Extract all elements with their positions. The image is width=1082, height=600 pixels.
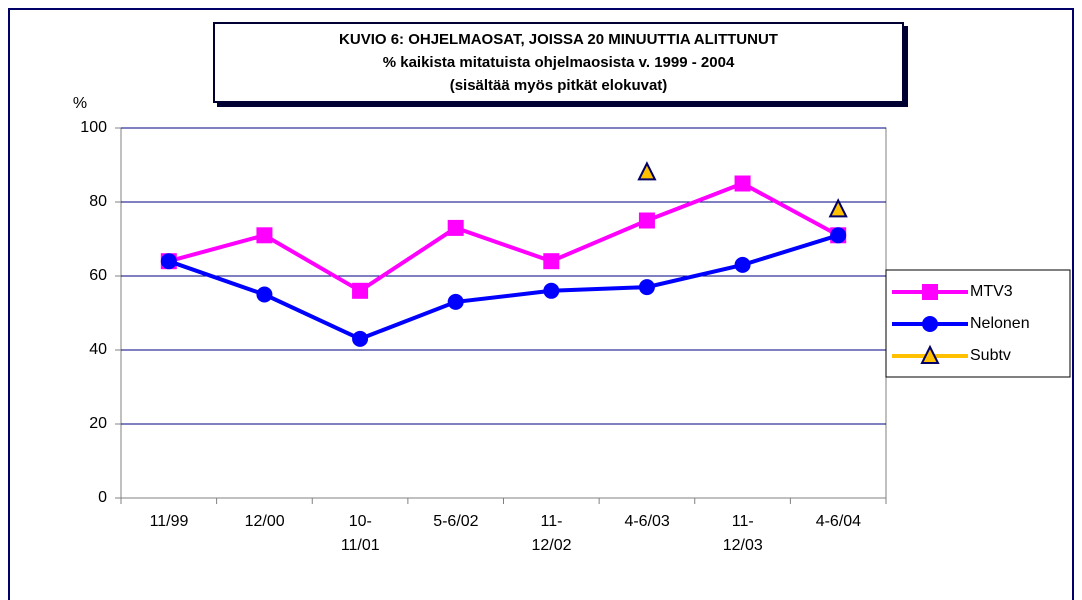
x-tick-label: 5-6/02 [433, 513, 479, 530]
marker [352, 330, 369, 347]
x-tick-label: 10- 11/01 [340, 513, 380, 554]
marker [922, 316, 938, 332]
marker [352, 282, 369, 299]
marker [543, 253, 560, 270]
marker [447, 219, 464, 236]
marker [922, 284, 938, 300]
marker [638, 279, 655, 296]
marker [828, 198, 848, 218]
y-tick-label: 40 [89, 341, 107, 358]
x-tick-label: 4-6/03 [624, 513, 670, 530]
y-axis-label: % [73, 95, 87, 112]
series-line [168, 181, 840, 294]
x-tick-label: 11- 12/03 [722, 513, 763, 554]
marker [160, 253, 177, 270]
y-tick-label: 20 [89, 415, 107, 432]
x-tick-label: 12/00 [244, 513, 285, 530]
legend-label: Subtv [970, 347, 1011, 364]
x-tick-label: 11/99 [149, 513, 189, 530]
marker [637, 161, 657, 181]
legend-label: Nelonen [970, 315, 1030, 332]
marker [830, 227, 847, 244]
x-tick-label: 4-6/04 [815, 513, 862, 530]
marker [734, 256, 751, 273]
plot-area [120, 127, 887, 499]
y-tick-label: 0 [98, 489, 107, 506]
series-line [168, 233, 839, 342]
x-tick-label: 11- 12/02 [531, 513, 572, 554]
frame [8, 8, 1074, 600]
marker [256, 227, 273, 244]
marker [256, 286, 273, 303]
marker [734, 175, 751, 192]
marker [543, 282, 560, 299]
marker [920, 344, 940, 364]
y-tick-label: 80 [89, 193, 107, 210]
y-tick-label: 60 [89, 267, 107, 284]
y-tick-label: 100 [80, 119, 107, 136]
legend-label: MTV3 [970, 283, 1013, 300]
chart-title: KUVIO 6: OHJELMAOSAT, JOISSA 20 MINUUTTI… [213, 22, 904, 103]
marker [638, 212, 655, 229]
marker [447, 293, 464, 310]
